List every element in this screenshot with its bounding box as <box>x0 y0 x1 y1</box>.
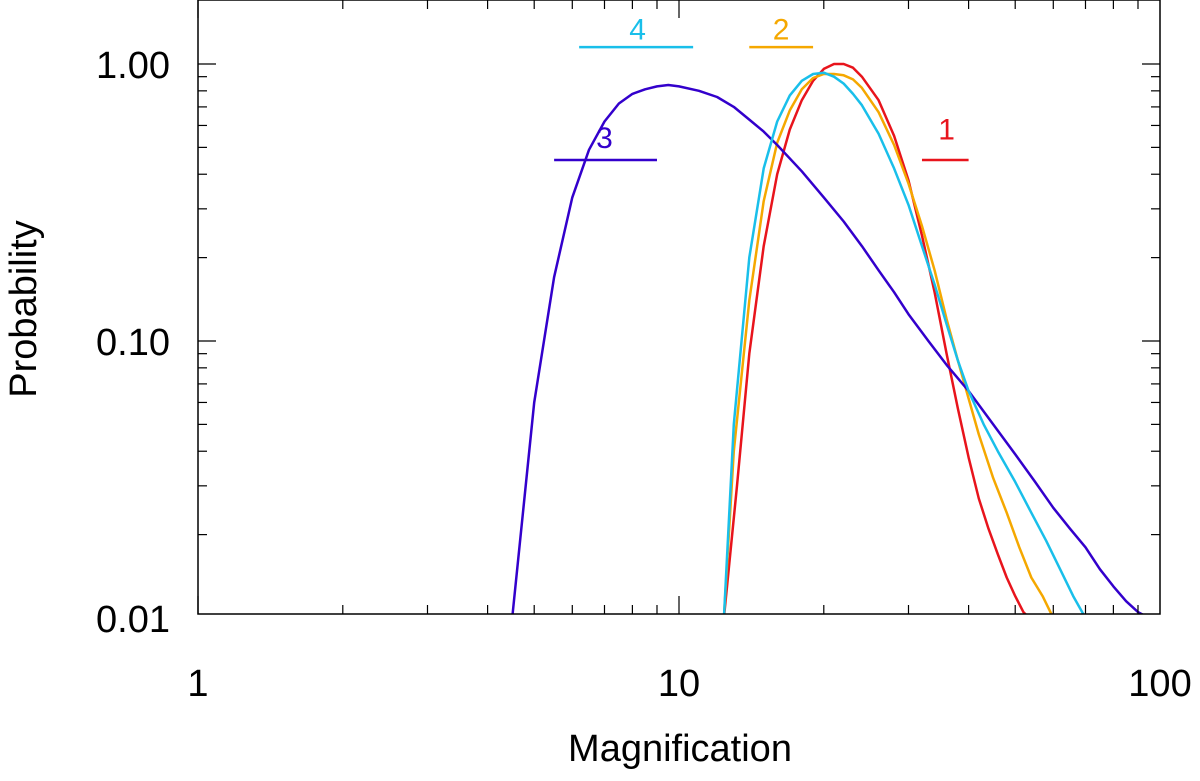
y-tick-label: 0.10 <box>96 322 170 364</box>
x-tick-label: 10 <box>658 663 700 705</box>
series-layer <box>511 62 1145 614</box>
plot-frame <box>197 0 1161 615</box>
series-2-label: 2 <box>773 13 790 46</box>
y-tick-label: 0.01 <box>96 599 170 641</box>
series-2-line <box>722 72 1053 614</box>
axes-layer <box>197 0 1161 615</box>
x-tick-label: 1 <box>187 663 208 705</box>
labels-layer: 1 2 3 4 1 10 100 0.01 0.10 1.00 <box>96 13 1192 705</box>
x-axis-title: Magnification <box>568 728 792 770</box>
series-4-label: 4 <box>629 13 646 46</box>
series-1-label: 1 <box>938 113 955 146</box>
x-tick-label: 100 <box>1128 663 1191 705</box>
y-axis-title: Probability <box>3 220 45 397</box>
series-3-line <box>511 83 1145 614</box>
y-tick-label: 1.00 <box>96 45 170 87</box>
series-3-label: 3 <box>596 122 613 155</box>
series-4-line <box>722 71 1085 614</box>
